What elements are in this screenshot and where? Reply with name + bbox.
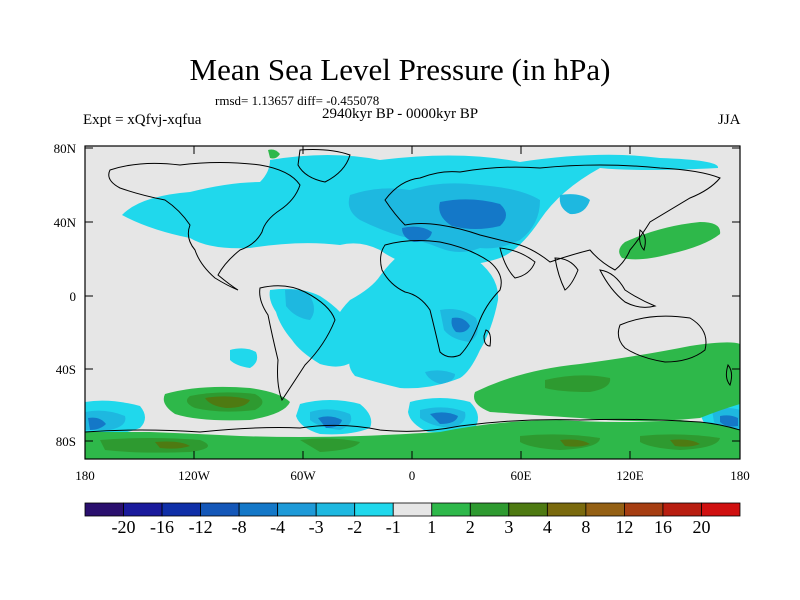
colorbar-label: 1 [427,517,437,537]
anomaly-blue-cores [88,199,738,430]
colorbar-label: -4 [270,517,286,537]
map-title: Mean Sea Level Pressure (in hPa) [189,52,611,87]
colorbar-swatch [701,502,741,517]
colorbar-swatch [662,502,702,517]
colorbar-label: -2 [347,517,363,537]
colorbar-label: -3 [308,517,324,537]
lon-label-60e: 60E [510,468,532,483]
lon-label-180e: 180 [730,468,750,483]
colorbar-swatch [624,502,664,517]
period-label: 2940kyr BP - 0000kyr BP [322,106,479,122]
colorbar-label: 12 [615,517,634,537]
colorbar-label: 20 [692,517,711,537]
colorbar-label: -16 [150,517,175,537]
colorbar [84,502,741,517]
coastlines [84,149,741,433]
colorbar-swatch [315,502,356,517]
colorbar-label: 8 [581,517,591,537]
colorbar-swatch [238,502,279,517]
colorbar-label: -8 [231,517,247,537]
colorbar-swatch [123,502,163,517]
lat-label-40s: 40S [55,362,76,377]
colorbar-swatch [200,502,240,517]
anomaly-olive-regions [155,396,700,449]
colorbar-swatch [161,502,201,517]
colorbar-swatch [392,502,433,517]
lat-label-80n: 80N [53,141,76,156]
colorbar-swatch [277,502,317,517]
colorbar-swatch [84,502,124,517]
stats-label: rmsd= 1.13657 diff= -0.455078 [215,93,380,108]
lat-label-0: 0 [69,289,77,304]
colorbar-swatch [431,502,471,517]
lat-label-80s: 80S [55,434,76,449]
lon-label-120w: 120W [178,468,210,483]
lon-label-180w: 180 [75,468,95,483]
lon-label-60w: 60W [290,468,316,483]
colorbar-swatch [469,502,510,517]
colorbar-label: -20 [111,517,136,537]
colorbar-label: 16 [653,517,672,537]
lon-ticks [193,146,631,459]
colorbar-swatch [546,502,587,517]
lon-label-120e: 120E [616,468,644,483]
lat-label-40n: 40N [53,215,76,230]
colorbar-label: 2 [465,517,475,537]
lon-label-0: 0 [408,468,416,483]
colorbar-label: 4 [542,517,552,537]
colorbar-swatch [585,502,625,517]
colorbar-swatch [354,502,394,517]
colorbar-label: -12 [188,517,213,537]
colorbar-label: -1 [385,517,401,537]
experiment-label: Expt = xQfvj-xqfua [83,112,202,128]
season-label: JJA [718,112,741,128]
colorbar-label: 3 [504,517,514,537]
lat-ticks [85,147,740,442]
colorbar-swatch [508,502,548,517]
